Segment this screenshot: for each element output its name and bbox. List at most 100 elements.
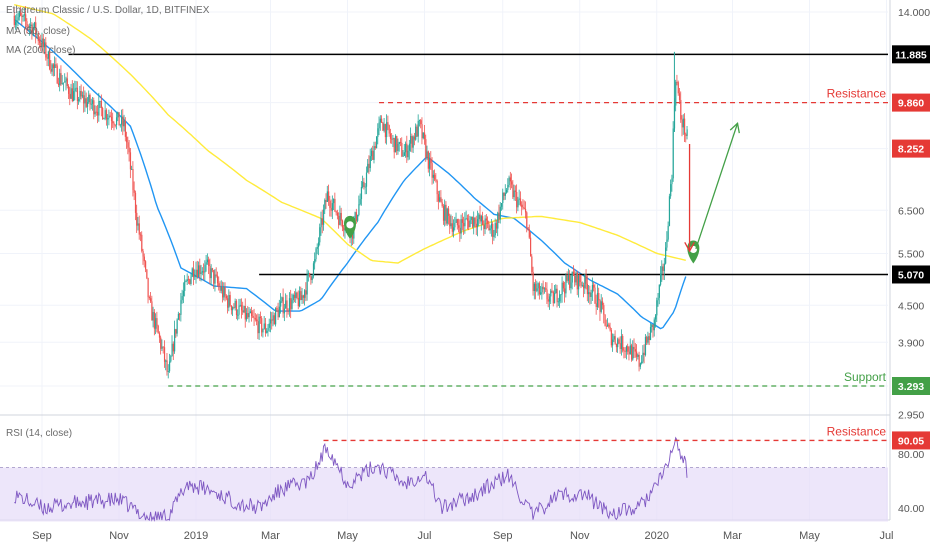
candle: [331, 195, 334, 220]
candle-body: [406, 143, 408, 158]
candle: [296, 291, 298, 300]
candle-body: [88, 94, 90, 103]
candle: [618, 337, 620, 345]
candle: [291, 293, 293, 311]
candle: [240, 298, 243, 319]
candle-body: [668, 196, 671, 226]
candle-body: [431, 163, 433, 178]
candle-body: [68, 85, 70, 94]
candle: [312, 261, 315, 279]
candle-body: [469, 219, 471, 228]
candle: [513, 184, 515, 201]
candle: [545, 282, 547, 293]
candle-body: [136, 212, 138, 226]
candle-body: [89, 94, 91, 105]
candle: [95, 105, 97, 116]
candle-body: [503, 192, 505, 196]
candle-body: [16, 20, 18, 22]
candle-body: [61, 82, 63, 84]
map-marker-icon: [343, 215, 357, 239]
candle-body: [382, 122, 384, 131]
candle-body: [203, 271, 205, 273]
candle: [623, 347, 625, 359]
candle: [677, 80, 679, 96]
candle: [157, 324, 159, 334]
candle-body: [124, 120, 127, 137]
candle: [136, 204, 138, 233]
candle: [646, 335, 648, 345]
candle: [551, 282, 553, 294]
time-tick-label: 2019: [184, 530, 208, 542]
candle-body: [179, 313, 181, 315]
candle: [247, 306, 249, 319]
candle-body: [413, 136, 416, 140]
candle-body: [566, 274, 568, 281]
candle: [667, 221, 669, 242]
candle: [162, 346, 164, 354]
rsi-legend: RSI (14, close): [6, 428, 73, 439]
candle: [234, 298, 236, 311]
candle-body: [257, 321, 259, 334]
candle: [492, 221, 494, 245]
candle-body: [605, 325, 607, 327]
candle-body: [593, 285, 595, 288]
candle-body: [190, 276, 192, 284]
candle: [108, 109, 110, 126]
candle: [35, 16, 37, 44]
candle-body: [430, 158, 432, 164]
candle-body: [65, 78, 67, 82]
candle-body: [249, 311, 251, 314]
candle: [171, 335, 173, 357]
candle-body: [569, 275, 571, 289]
candle-body: [94, 111, 96, 115]
price-label-badge: 11.885: [892, 45, 930, 64]
candle: [232, 306, 234, 316]
candle: [302, 294, 304, 304]
candle: [322, 204, 325, 231]
candle-body: [123, 120, 125, 127]
candle: [109, 111, 111, 118]
candle-body: [623, 350, 625, 352]
candle: [610, 327, 612, 348]
candle: [83, 86, 85, 113]
candle-body: [451, 223, 453, 232]
candle-body: [372, 150, 374, 160]
candle: [498, 204, 500, 224]
candle: [218, 276, 220, 291]
candle-body: [369, 156, 371, 169]
candle-body: [100, 100, 103, 109]
candle-body: [460, 219, 462, 234]
candle: [507, 178, 509, 193]
candle-body: [163, 347, 166, 362]
candle-body: [13, 15, 15, 25]
candle-body: [426, 151, 428, 158]
candle: [657, 292, 659, 307]
candle: [238, 298, 240, 320]
candle: [661, 260, 663, 282]
candle: [280, 293, 282, 314]
candle: [637, 353, 639, 360]
candle-body: [35, 22, 37, 35]
candle: [301, 288, 303, 304]
candle: [355, 208, 358, 224]
candle: [84, 90, 86, 112]
candle-body: [315, 248, 317, 260]
candle: [598, 287, 600, 308]
candle-body: [410, 135, 412, 144]
candle-body: [598, 293, 600, 301]
ma50-line: [13, 18, 687, 330]
candle-body: [583, 285, 585, 289]
badge-background: [892, 377, 930, 395]
candle-body: [613, 336, 615, 340]
candle-body: [276, 308, 278, 310]
candle: [192, 260, 195, 286]
candle-body: [45, 42, 47, 58]
candle: [148, 295, 150, 301]
candle-body: [630, 345, 633, 360]
candle: [142, 248, 144, 265]
candle: [589, 285, 591, 305]
candle: [56, 63, 58, 85]
candle-body: [266, 330, 268, 333]
candle: [194, 269, 196, 281]
